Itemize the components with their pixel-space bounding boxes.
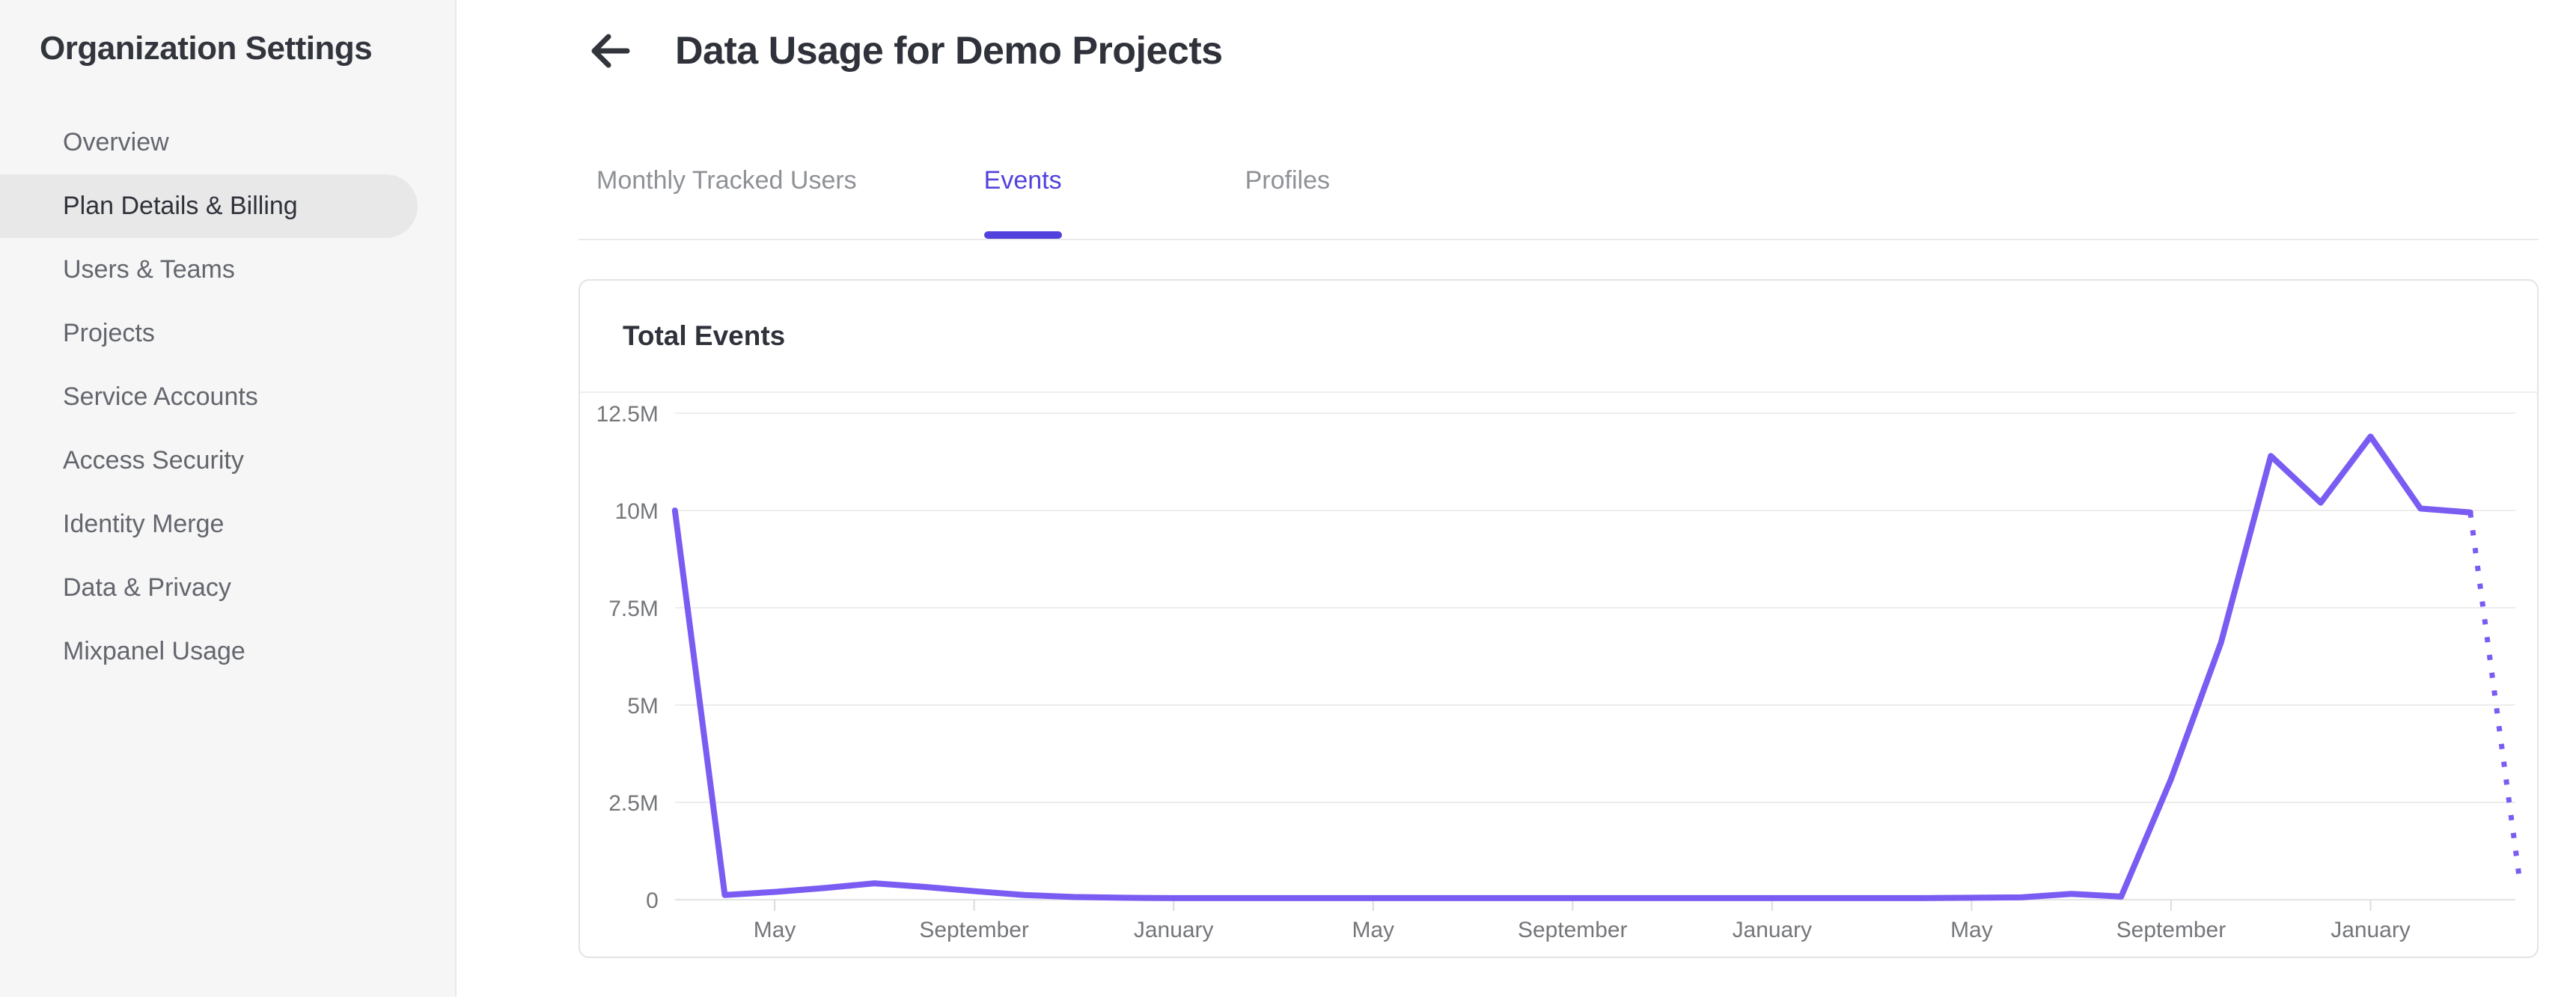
- tab-monthly-tracked-users[interactable]: Monthly Tracked Users: [596, 166, 857, 195]
- sidebar-item-users-teams[interactable]: Users & Teams: [63, 255, 235, 284]
- svg-text:September: September: [919, 918, 1029, 942]
- sidebar-nav: Overview Plan Details & Billing Users & …: [0, 111, 457, 683]
- total-events-chart[interactable]: 12.5M 10M 7.5M 5M 2.5M 0 May September January Ma…: [580, 393, 2537, 955]
- total-events-card: Total Events 12.5M 10M 7.5M 5M 2.5M 0 May Septe…: [579, 279, 2539, 958]
- svg-text:May: May: [754, 918, 796, 942]
- svg-text:10M: 10M: [615, 499, 659, 524]
- chart-card-header: Total Events: [580, 281, 2537, 393]
- back-button[interactable]: [590, 31, 632, 70]
- sidebar-item-mixpanel-usage[interactable]: Mixpanel Usage: [63, 637, 245, 665]
- svg-text:12.5M: 12.5M: [596, 402, 659, 427]
- sidebar-item-overview[interactable]: Overview: [63, 128, 169, 156]
- svg-text:January: January: [2331, 918, 2411, 942]
- sidebar: Organization Settings Overview Plan Deta…: [0, 0, 457, 997]
- svg-text:0: 0: [646, 888, 659, 913]
- sidebar-item-plan-details-billing[interactable]: Plan Details & Billing: [0, 174, 418, 238]
- back-arrow-icon: [590, 34, 632, 73]
- sidebar-item-service-accounts[interactable]: Service Accounts: [63, 382, 258, 411]
- sidebar-item-data-privacy[interactable]: Data & Privacy: [63, 573, 231, 602]
- tab-bar: Monthly Tracked Users Events Profiles: [579, 150, 2539, 240]
- svg-text:May: May: [1950, 918, 1993, 942]
- tab-events[interactable]: Events: [983, 166, 1062, 239]
- page-title: Data Usage for Demo Projects: [675, 29, 1223, 73]
- svg-text:May: May: [1352, 918, 1394, 942]
- svg-text:2.5M: 2.5M: [608, 791, 659, 816]
- svg-text:7.5M: 7.5M: [608, 597, 659, 621]
- tab-profiles[interactable]: Profiles: [1245, 166, 1330, 195]
- svg-text:September: September: [2116, 918, 2226, 942]
- svg-text:January: January: [1733, 918, 1813, 942]
- svg-text:January: January: [1134, 918, 1214, 942]
- svg-text:September: September: [1518, 918, 1628, 942]
- total-events-line-chart: 12.5M 10M 7.5M 5M 2.5M 0 May September January Ma…: [596, 402, 2523, 942]
- svg-text:5M: 5M: [627, 694, 659, 719]
- chart-title: Total Events: [623, 320, 786, 351]
- sidebar-item-projects[interactable]: Projects: [63, 319, 155, 347]
- sidebar-item-identity-merge[interactable]: Identity Merge: [63, 510, 225, 538]
- sidebar-item-access-security[interactable]: Access Security: [63, 446, 244, 475]
- sidebar-title: Organization Settings: [40, 30, 373, 67]
